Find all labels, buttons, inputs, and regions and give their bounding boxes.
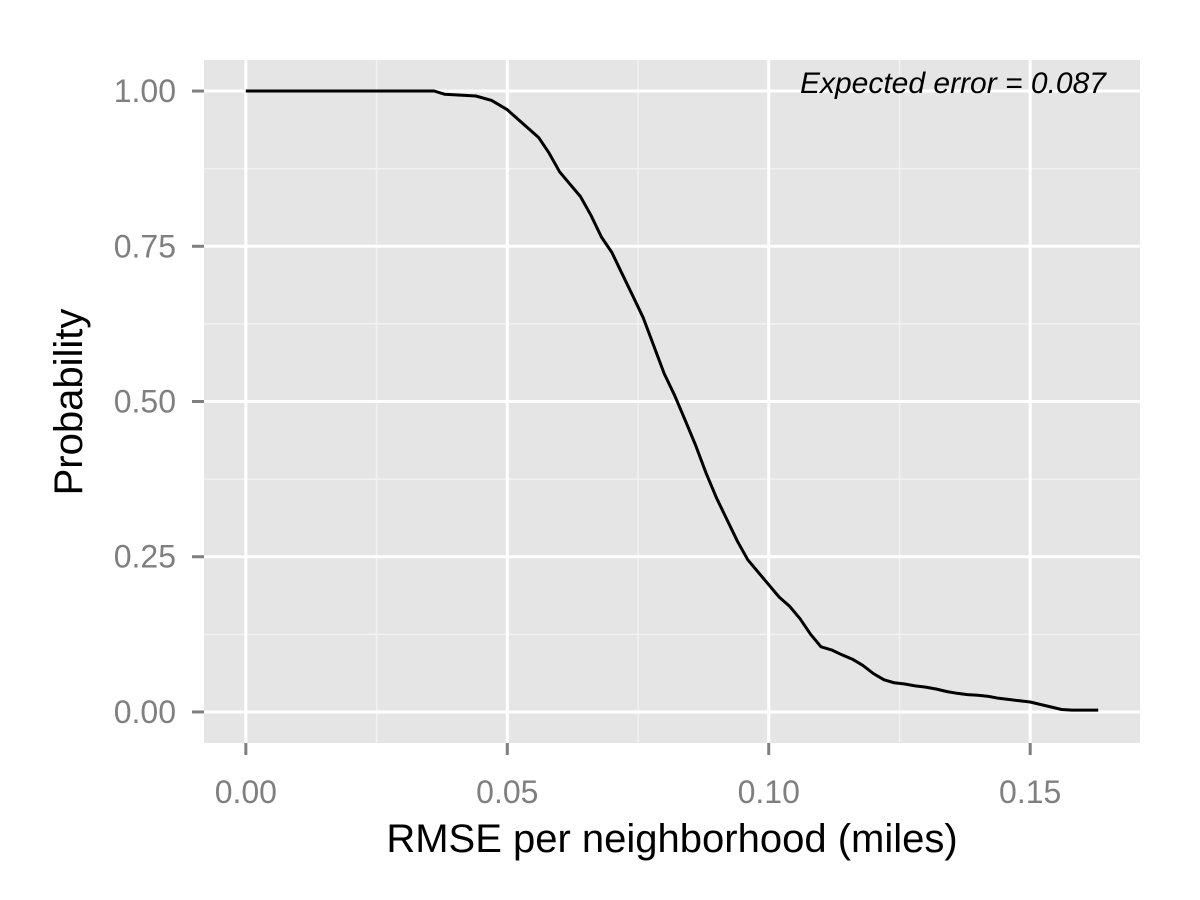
series-line (245, 89, 1099, 712)
x-tick-labels: 0.00 0.05 0.10 0.15 (215, 774, 1062, 810)
chart-annotation: Expected error = 0.087 (800, 67, 1107, 100)
x-tick-label: 0.10 (738, 774, 800, 810)
y-axis-title: Probability (47, 309, 91, 496)
y-tick-label: 1.00 (114, 73, 176, 109)
y-tick-label: 0.00 (114, 694, 176, 730)
x-axis-title: RMSE per neighborhood (miles) (386, 817, 957, 861)
x-tick-label: 0.05 (476, 774, 538, 810)
y-tick-label: 0.50 (114, 384, 176, 420)
axis-ticks (192, 89, 1032, 755)
y-tick-labels: 0.00 0.25 0.50 0.75 1.00 (114, 73, 176, 730)
y-tick-label: 0.25 (114, 539, 176, 575)
x-tick-label: 0.15 (999, 774, 1061, 810)
x-tick-label: 0.00 (215, 774, 277, 810)
y-tick-label: 0.75 (114, 228, 176, 264)
